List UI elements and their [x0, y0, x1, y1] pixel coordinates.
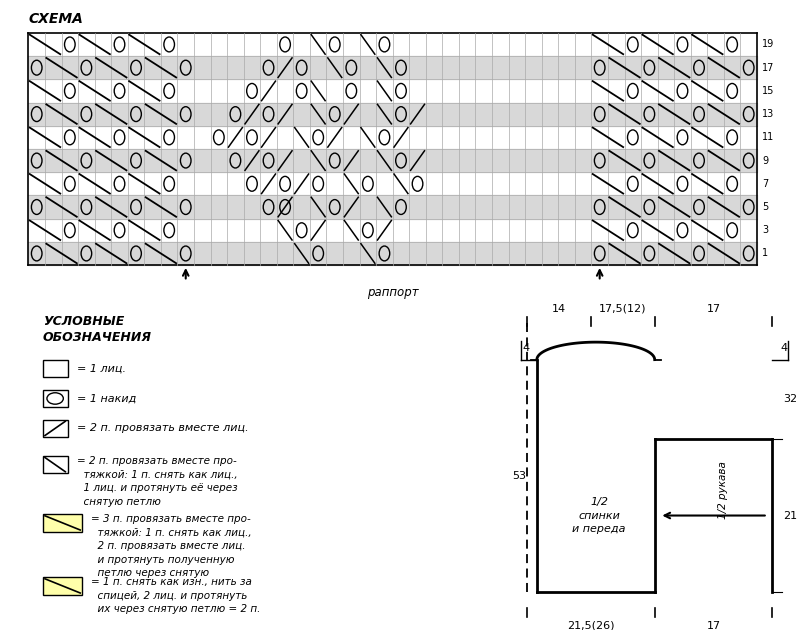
- Text: 4: 4: [780, 343, 787, 353]
- Text: раппорт: раппорт: [367, 286, 418, 299]
- Text: 1/2 рукава: 1/2 рукава: [718, 461, 728, 519]
- Text: 4: 4: [522, 343, 530, 353]
- Bar: [43, 360, 68, 377]
- Text: = 1 лиц.: = 1 лиц.: [77, 364, 126, 374]
- Text: 14: 14: [552, 304, 567, 314]
- Text: 15: 15: [762, 86, 775, 96]
- Text: 11: 11: [762, 132, 775, 142]
- Text: 1: 1: [762, 248, 768, 258]
- Text: 32: 32: [783, 394, 798, 404]
- Text: 5: 5: [762, 202, 768, 212]
- Bar: [43, 456, 68, 473]
- Text: = 3 п. провязать вместе про-
  тяжкой: 1 п. снять как лиц.,
  2 п. провязать вме: = 3 п. провязать вместе про- тяжкой: 1 п…: [91, 514, 252, 578]
- Text: 17: 17: [762, 62, 775, 72]
- Bar: [43, 577, 82, 595]
- Text: 7: 7: [762, 179, 768, 189]
- Text: 9: 9: [762, 156, 768, 166]
- Text: 53: 53: [512, 471, 526, 481]
- Text: 17: 17: [707, 621, 721, 630]
- Bar: [43, 514, 82, 532]
- Text: = 2 п. провязать вместе лиц.: = 2 п. провязать вместе лиц.: [77, 423, 248, 433]
- Bar: [43, 420, 68, 437]
- Text: 1/2
спинки
и переда: 1/2 спинки и переда: [572, 497, 625, 534]
- Text: СХЕМА: СХЕМА: [28, 12, 83, 26]
- Text: = 1 накид: = 1 накид: [77, 394, 136, 403]
- Text: = 1 п. снять как изн., нить за
  спицей, 2 лиц. и протянуть
  их через снятую пе: = 1 п. снять как изн., нить за спицей, 2…: [91, 577, 261, 614]
- Text: 17: 17: [707, 304, 721, 314]
- Text: УСЛОВНЫЕ
ОБОЗНАЧЕНИЯ: УСЛОВНЫЕ ОБОЗНАЧЕНИЯ: [43, 315, 152, 344]
- Text: 19: 19: [762, 40, 775, 49]
- Text: 21,5(26): 21,5(26): [567, 621, 615, 630]
- Text: 3: 3: [762, 226, 768, 235]
- Text: 21: 21: [783, 510, 798, 520]
- Text: 13: 13: [762, 109, 775, 119]
- Text: = 2 п. провязать вместе про-
  тяжкой: 1 п. снять как лиц.,
  1 лиц. и протянуть: = 2 п. провязать вместе про- тяжкой: 1 п…: [77, 456, 237, 507]
- Bar: [43, 390, 68, 407]
- Text: 17,5(12): 17,5(12): [599, 304, 646, 314]
